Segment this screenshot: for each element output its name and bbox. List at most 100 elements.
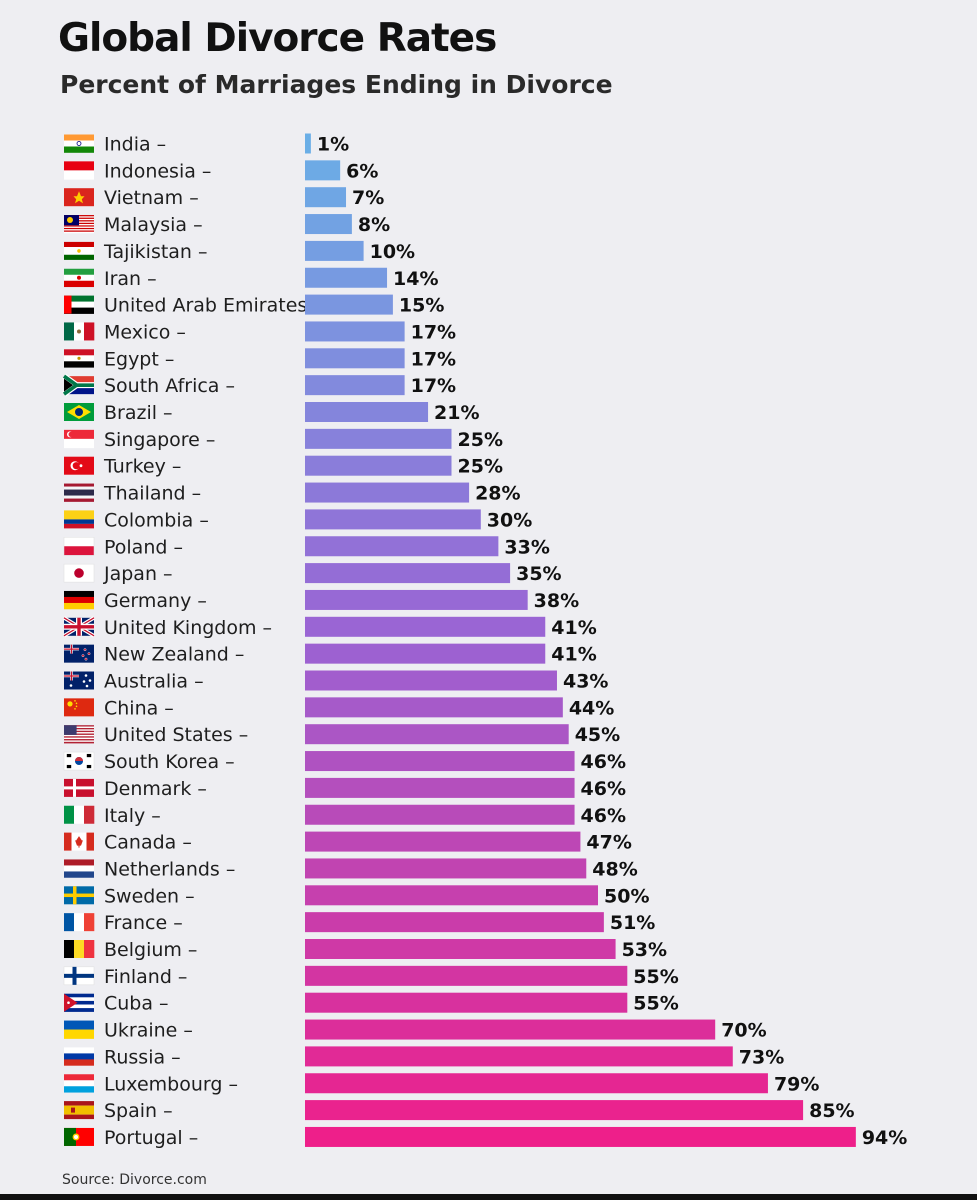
value-label-united-kingdom: 41% <box>551 617 596 639</box>
bar-china <box>305 697 563 718</box>
value-label-turkey: 25% <box>458 456 503 478</box>
bar-india <box>305 133 311 154</box>
bar-singapore <box>305 428 452 449</box>
belgium-flag-icon <box>64 940 95 958</box>
spain-flag-icon <box>64 1101 94 1120</box>
bar-brazil <box>305 402 429 422</box>
country-label-thailand: Thailand – <box>103 483 201 505</box>
country-label-spain: Spain – <box>104 1100 173 1122</box>
country-label-australia: Australia – <box>104 671 204 693</box>
country-label-malaysia: Malaysia – <box>104 214 203 236</box>
value-label-south-africa: 17% <box>411 375 456 397</box>
country-label-russia: Russia – <box>104 1046 181 1068</box>
value-label-ukraine: 70% <box>721 1020 766 1042</box>
value-label-malaysia: 8% <box>358 214 390 236</box>
value-label-united-arab-emirates: 15% <box>399 295 444 317</box>
country-label-vietnam: Vietnam – <box>104 187 199 209</box>
country-label-india: India – <box>104 134 166 156</box>
value-label-portugal: 94% <box>862 1127 907 1149</box>
bar-new-zealand <box>305 643 546 664</box>
bar-germany <box>305 589 528 610</box>
canada-flag-icon <box>64 832 94 851</box>
germany-flag-icon <box>64 590 94 610</box>
value-label-sweden: 50% <box>604 885 649 907</box>
uae-flag-icon <box>64 295 94 314</box>
bar-south-korea <box>305 751 575 772</box>
bar-belgium <box>305 939 616 959</box>
sweden-flag-icon <box>64 886 94 905</box>
russia-flag-icon <box>64 1047 94 1066</box>
value-label-cuba: 55% <box>633 993 678 1015</box>
colombia-flag-icon <box>64 510 94 529</box>
bar-egypt <box>305 348 405 369</box>
bar-russia <box>305 1046 733 1067</box>
bar-netherlands <box>305 858 587 879</box>
value-label-japan: 35% <box>516 563 561 585</box>
value-label-denmark: 46% <box>581 778 626 800</box>
poland-flag-icon <box>63 537 95 556</box>
value-label-belgium: 53% <box>622 939 667 961</box>
value-label-canada: 47% <box>586 832 631 854</box>
tajikistan-flag-icon <box>64 241 94 260</box>
country-label-cuba: Cuba – <box>104 993 169 1015</box>
bar-finland <box>305 965 628 986</box>
ukraine-flag-icon <box>64 1020 94 1039</box>
value-label-germany: 38% <box>534 590 579 612</box>
bar-tajikistan <box>305 240 364 261</box>
luxembourg-flag-icon <box>64 1074 94 1093</box>
indonesia-flag-icon <box>64 161 94 180</box>
value-label-tajikistan: 10% <box>370 241 415 263</box>
country-label-denmark: Denmark – <box>104 778 207 800</box>
south-africa-flag-icon <box>62 373 94 397</box>
portugal-flag-icon <box>64 1127 94 1146</box>
value-label-singapore: 25% <box>458 429 503 451</box>
bar-south-africa <box>305 375 405 396</box>
value-label-colombia: 30% <box>487 509 532 531</box>
bar-france <box>305 912 604 933</box>
netherlands-flag-icon <box>64 859 94 878</box>
finland-flag-icon <box>63 966 95 986</box>
mexico-flag-icon <box>64 322 95 341</box>
country-label-new-zealand: New Zealand – <box>104 644 244 666</box>
country-label-germany: Germany – <box>104 590 207 612</box>
iran-flag-icon <box>64 268 94 288</box>
value-label-new-zealand: 41% <box>551 644 596 666</box>
bottom-border <box>0 1194 977 1200</box>
value-label-india: 1% <box>317 134 349 156</box>
country-label-united-kingdom: United Kingdom – <box>104 617 272 639</box>
value-label-brazil: 21% <box>434 402 479 424</box>
country-label-poland: Poland – <box>104 536 183 558</box>
country-label-china: China – <box>104 697 174 719</box>
value-label-united-states: 45% <box>575 724 620 746</box>
country-label-egypt: Egypt – <box>104 348 174 370</box>
country-label-netherlands: Netherlands – <box>104 858 235 880</box>
country-label-south-africa: South Africa – <box>104 375 235 397</box>
bar-portugal <box>305 1126 856 1147</box>
south-korea-flag-icon <box>63 751 95 771</box>
bar-turkey <box>305 455 452 476</box>
country-label-brazil: Brazil – <box>104 402 173 424</box>
bar-poland <box>305 536 499 557</box>
bar-ukraine <box>305 1019 716 1040</box>
brazil-flag-icon <box>64 403 94 421</box>
value-label-australia: 43% <box>563 671 608 693</box>
country-label-sweden: Sweden – <box>104 885 195 907</box>
vietnam-flag-icon <box>64 188 94 207</box>
country-label-united-states: United States – <box>104 724 248 746</box>
value-label-poland: 33% <box>504 536 549 558</box>
value-label-luxembourg: 79% <box>774 1073 819 1095</box>
source-note: Source: Divorce.com <box>62 1172 207 1188</box>
country-label-japan: Japan – <box>103 563 173 585</box>
bar-canada <box>305 831 581 852</box>
country-label-luxembourg: Luxembourg – <box>104 1073 238 1095</box>
value-label-netherlands: 48% <box>592 858 637 880</box>
bar-chart: India – 1% Indonesia – 6% Vietnam – 7% Malaysi… <box>62 133 907 1149</box>
country-label-italy: Italy – <box>104 805 161 827</box>
malaysia-flag-icon <box>64 215 94 234</box>
value-label-vietnam: 7% <box>352 187 384 209</box>
value-label-spain: 85% <box>809 1100 854 1122</box>
bar-mexico <box>305 321 405 342</box>
country-label-singapore: Singapore – <box>104 429 215 451</box>
china-flag-icon <box>64 698 94 717</box>
country-label-indonesia: Indonesia – <box>104 160 211 182</box>
